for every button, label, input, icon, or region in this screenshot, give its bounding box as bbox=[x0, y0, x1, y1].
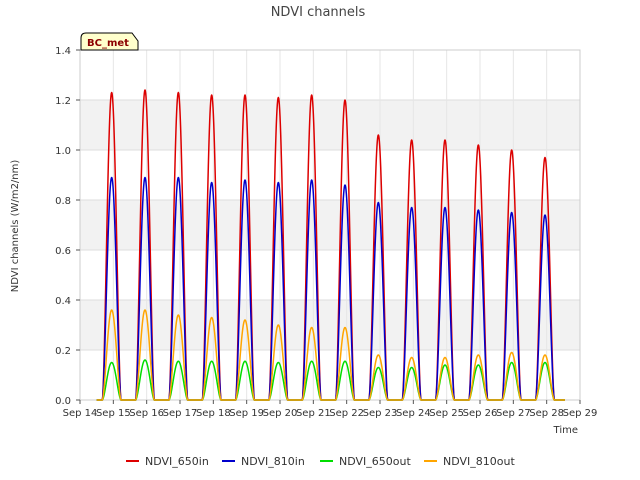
x-tick-label: Sep 19 bbox=[229, 408, 264, 419]
x-tick-label: Sep 27 bbox=[496, 408, 531, 419]
background-band bbox=[80, 300, 580, 350]
x-tick-label: Sep 14 bbox=[63, 408, 98, 419]
y-tick-label: 0.6 bbox=[55, 246, 71, 257]
series-lines bbox=[96, 89, 566, 401]
x-tick-label: Sep 15 bbox=[96, 408, 131, 419]
x-tick-label: Sep 18 bbox=[196, 408, 231, 419]
x-tick-label: Sep 25 bbox=[429, 408, 464, 419]
x-tick-label: Sep 28 bbox=[529, 408, 564, 419]
badge-label: BC_met bbox=[87, 38, 129, 49]
y-tick-label: 1.4 bbox=[55, 46, 71, 57]
x-tick-label: Sep 16 bbox=[129, 408, 164, 419]
x-tick-label: Sep 23 bbox=[363, 408, 398, 419]
x-tick-label: Sep 20 bbox=[263, 408, 298, 419]
station-badge: BC_met bbox=[80, 32, 139, 51]
x-tick-label: Sep 26 bbox=[463, 408, 498, 419]
legend-label: NDVI_810in bbox=[241, 455, 305, 468]
y-axis: 0.0 0.2 0.4 0.6 0.8 1.0 1.2 1.4 bbox=[55, 46, 80, 407]
chart-title: NDVI channels bbox=[271, 5, 366, 20]
x-tick-label: Sep 29 bbox=[563, 408, 598, 419]
y-tick-label: 0.0 bbox=[55, 396, 71, 407]
legend-label: NDVI_650out bbox=[339, 455, 411, 468]
series-line-ndvi-650out bbox=[96, 359, 566, 401]
legend: NDVI_650in NDVI_810in NDVI_650out NDVI_810o… bbox=[126, 455, 515, 468]
x-tick-label: Sep 21 bbox=[296, 408, 331, 419]
x-tick-label: Sep 17 bbox=[163, 408, 198, 419]
y-tick-label: 0.4 bbox=[55, 296, 71, 307]
background-bands bbox=[80, 100, 580, 350]
legend-label: NDVI_810out bbox=[443, 455, 515, 468]
y-tick-label: 1.2 bbox=[55, 96, 71, 107]
y-axis-label: NDVI channels (W/m2/nm) bbox=[10, 160, 21, 293]
y-tick-label: 0.8 bbox=[55, 196, 71, 207]
x-tick-label: Sep 24 bbox=[396, 408, 431, 419]
x-axis-label: Time bbox=[553, 425, 578, 436]
badge-box bbox=[80, 32, 139, 51]
legend-label: NDVI_650in bbox=[145, 455, 209, 468]
y-tick-label: 0.2 bbox=[55, 346, 71, 357]
background-band bbox=[80, 100, 580, 150]
plot-area bbox=[79, 49, 581, 401]
series-line-ndvi-810out bbox=[96, 309, 566, 401]
background-band bbox=[80, 200, 580, 250]
x-tick-label: Sep 22 bbox=[329, 408, 364, 419]
y-tick-label: 1.0 bbox=[55, 146, 71, 157]
